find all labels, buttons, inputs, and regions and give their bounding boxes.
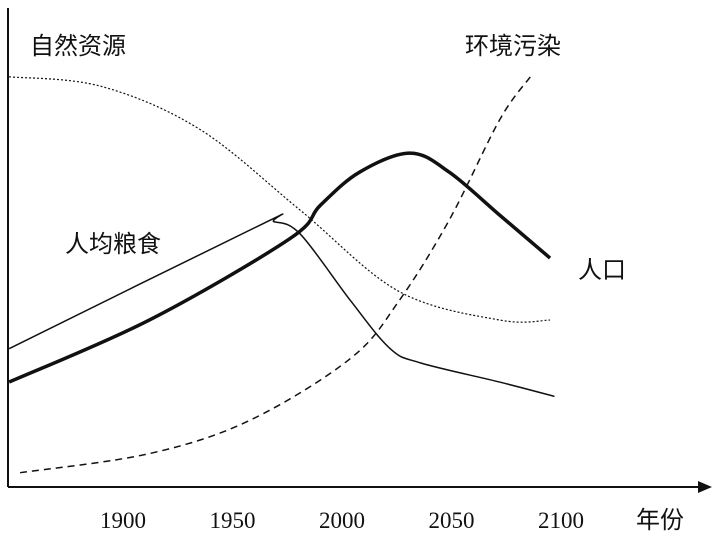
series-line-1 [19, 76, 531, 474]
x-tick-label: 2000 [319, 508, 365, 533]
series-line-3 [8, 151, 552, 384]
series-label-food: 人均粮食 [65, 231, 161, 258]
series-label-population: 人口 [578, 258, 626, 284]
series-line-0 [9, 76, 551, 323]
series-label-resources: 自然资源 [30, 33, 126, 60]
x-axis-arrow-icon [698, 481, 712, 493]
x-tick-label: 2100 [538, 508, 584, 533]
x-axis-label: 年份 [636, 507, 684, 534]
x-tick-label: 1900 [100, 508, 146, 533]
series-label-pollution: 环境污染 [465, 33, 561, 60]
axes [7, 8, 712, 493]
x-tick-label: 2050 [429, 508, 475, 533]
x-tick-label: 1950 [210, 508, 256, 533]
series-line-2 [8, 213, 555, 398]
